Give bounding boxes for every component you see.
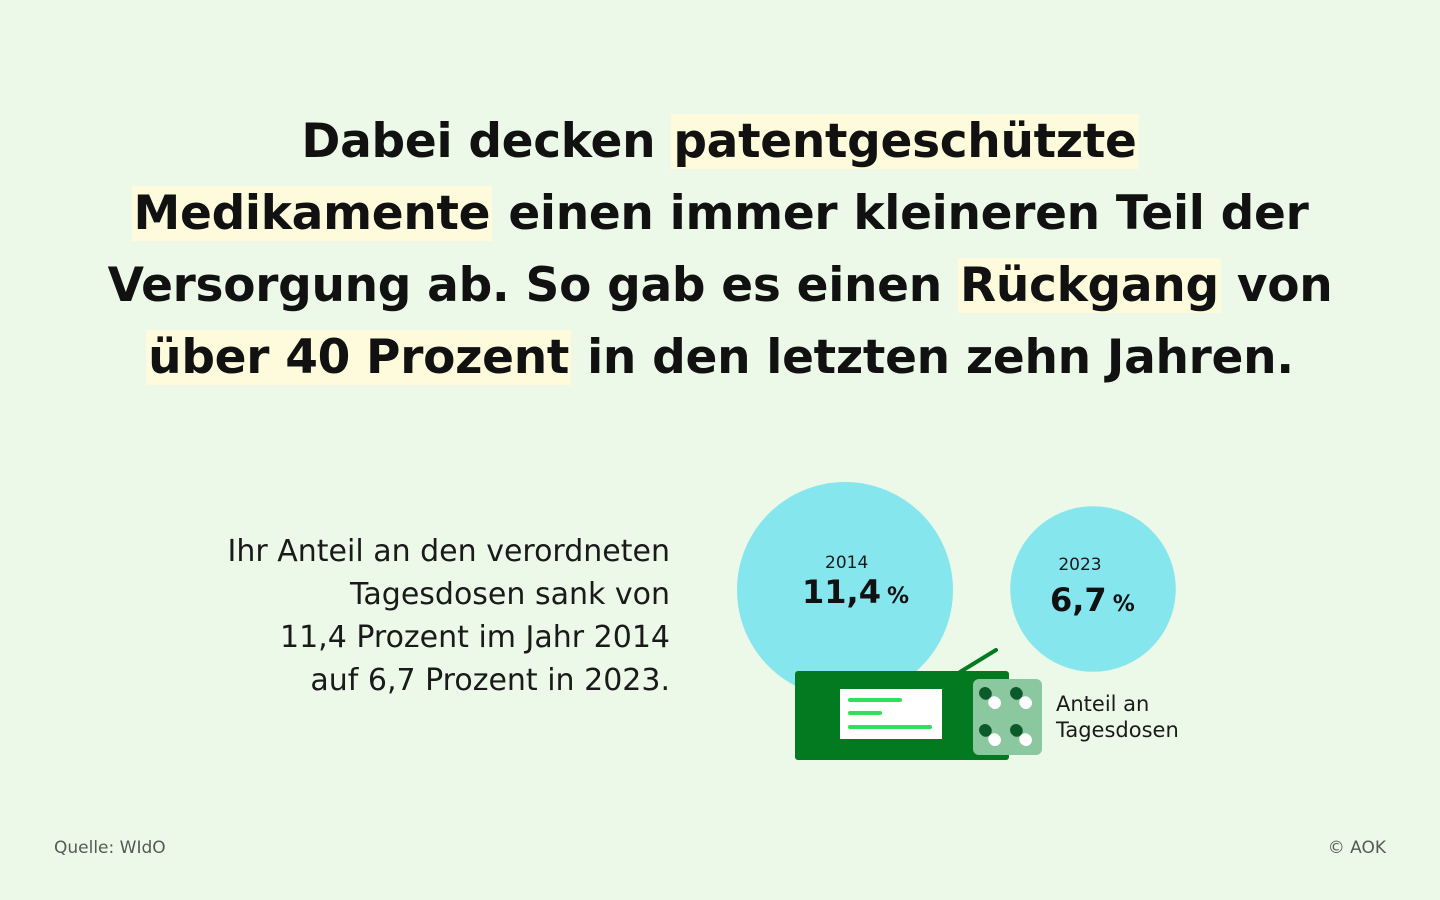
headline-text: einen immer kleineren Teil der — [492, 186, 1309, 241]
bubble-2023 — [1010, 506, 1176, 672]
blister-pack-icon — [973, 679, 1042, 755]
headline-highlight: Rückgang — [957, 258, 1221, 313]
pill-icon — [1010, 687, 1032, 709]
description-line: auf 6,7 Prozent in 2023. — [310, 663, 670, 698]
bubble-2014 — [737, 482, 953, 698]
headline-line-1: Dabei decken patentgeschützte — [40, 106, 1400, 178]
headline: Dabei decken patentgeschützte Medikament… — [40, 106, 1400, 394]
headline-text: von — [1220, 258, 1333, 313]
bubble-year-label: 2023 — [1058, 555, 1101, 575]
medicine-box-icon — [795, 648, 1009, 760]
description-line: Ihr Anteil an den verordneten — [227, 534, 670, 569]
headline-highlight: über 40 Prozent — [146, 330, 572, 385]
headline-line-3: Versorgung ab. So gab es einen Rückgang … — [40, 250, 1400, 322]
headline-text: in den letzten zehn Jahren. — [571, 330, 1294, 385]
source-note: Quelle: WIdO — [54, 838, 166, 858]
description-line: Tagesdosen sank von — [350, 577, 670, 612]
description: Ihr Anteil an den verordneten Tagesdosen… — [150, 530, 670, 702]
headline-highlight: Medikamente — [131, 186, 493, 241]
description-line: 11,4 Prozent im Jahr 2014 — [280, 620, 670, 655]
headline-line-2: Medikamente einen immer kleineren Teil d… — [40, 178, 1400, 250]
bubble-year-label: 2014 — [825, 553, 868, 573]
legend-line-2: Tagesdosen — [1055, 718, 1179, 742]
headline-line-4: über 40 Prozent in den letzten zehn Jahr… — [40, 322, 1400, 394]
copyright-note: © AOK — [1327, 838, 1386, 858]
headline-highlight: patentgeschützte — [671, 114, 1139, 169]
legend-line-1: Anteil an — [1056, 692, 1149, 716]
headline-text: Versorgung ab. So gab es einen — [107, 258, 958, 313]
pill-icon — [1010, 724, 1032, 746]
headline-text: Dabei decken — [301, 114, 672, 169]
